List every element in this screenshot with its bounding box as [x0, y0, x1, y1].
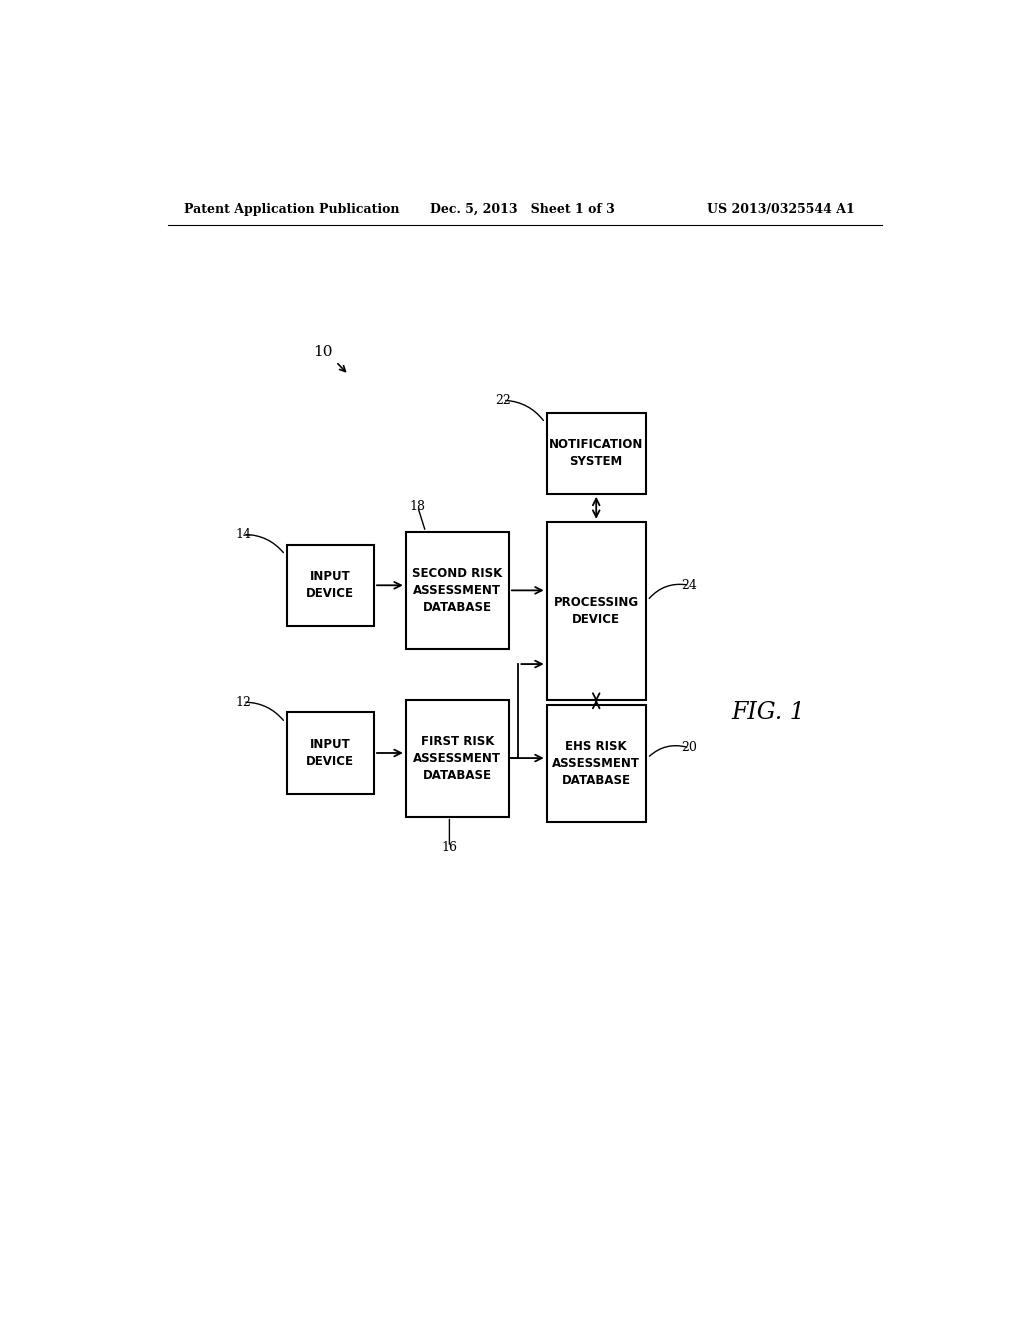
Text: INPUT
DEVICE: INPUT DEVICE	[306, 570, 354, 601]
Text: EHS RISK
ASSESSMENT
DATABASE: EHS RISK ASSESSMENT DATABASE	[552, 739, 640, 787]
Text: 18: 18	[410, 500, 426, 513]
Bar	[287, 713, 374, 793]
Text: 16: 16	[441, 841, 458, 854]
Bar	[547, 413, 646, 494]
Text: Dec. 5, 2013   Sheet 1 of 3: Dec. 5, 2013 Sheet 1 of 3	[430, 203, 614, 215]
Bar	[287, 545, 374, 626]
Bar	[547, 521, 646, 700]
Text: NOTIFICATION
SYSTEM: NOTIFICATION SYSTEM	[549, 438, 643, 469]
Bar	[406, 532, 509, 649]
Bar	[406, 700, 509, 817]
Text: 20: 20	[682, 742, 697, 755]
Bar	[547, 705, 646, 821]
Text: INPUT
DEVICE: INPUT DEVICE	[306, 738, 354, 768]
Text: 22: 22	[495, 393, 511, 407]
Text: 14: 14	[236, 528, 251, 541]
Text: SECOND RISK
ASSESSMENT
DATABASE: SECOND RISK ASSESSMENT DATABASE	[413, 566, 503, 614]
Text: FIRST RISK
ASSESSMENT
DATABASE: FIRST RISK ASSESSMENT DATABASE	[414, 734, 502, 781]
Text: 12: 12	[236, 696, 251, 709]
Text: PROCESSING
DEVICE: PROCESSING DEVICE	[554, 595, 639, 626]
Text: US 2013/0325544 A1: US 2013/0325544 A1	[708, 203, 855, 215]
Text: 10: 10	[312, 345, 332, 359]
Text: Patent Application Publication: Patent Application Publication	[183, 203, 399, 215]
Text: 24: 24	[682, 578, 697, 591]
Text: FIG. 1: FIG. 1	[731, 701, 805, 723]
